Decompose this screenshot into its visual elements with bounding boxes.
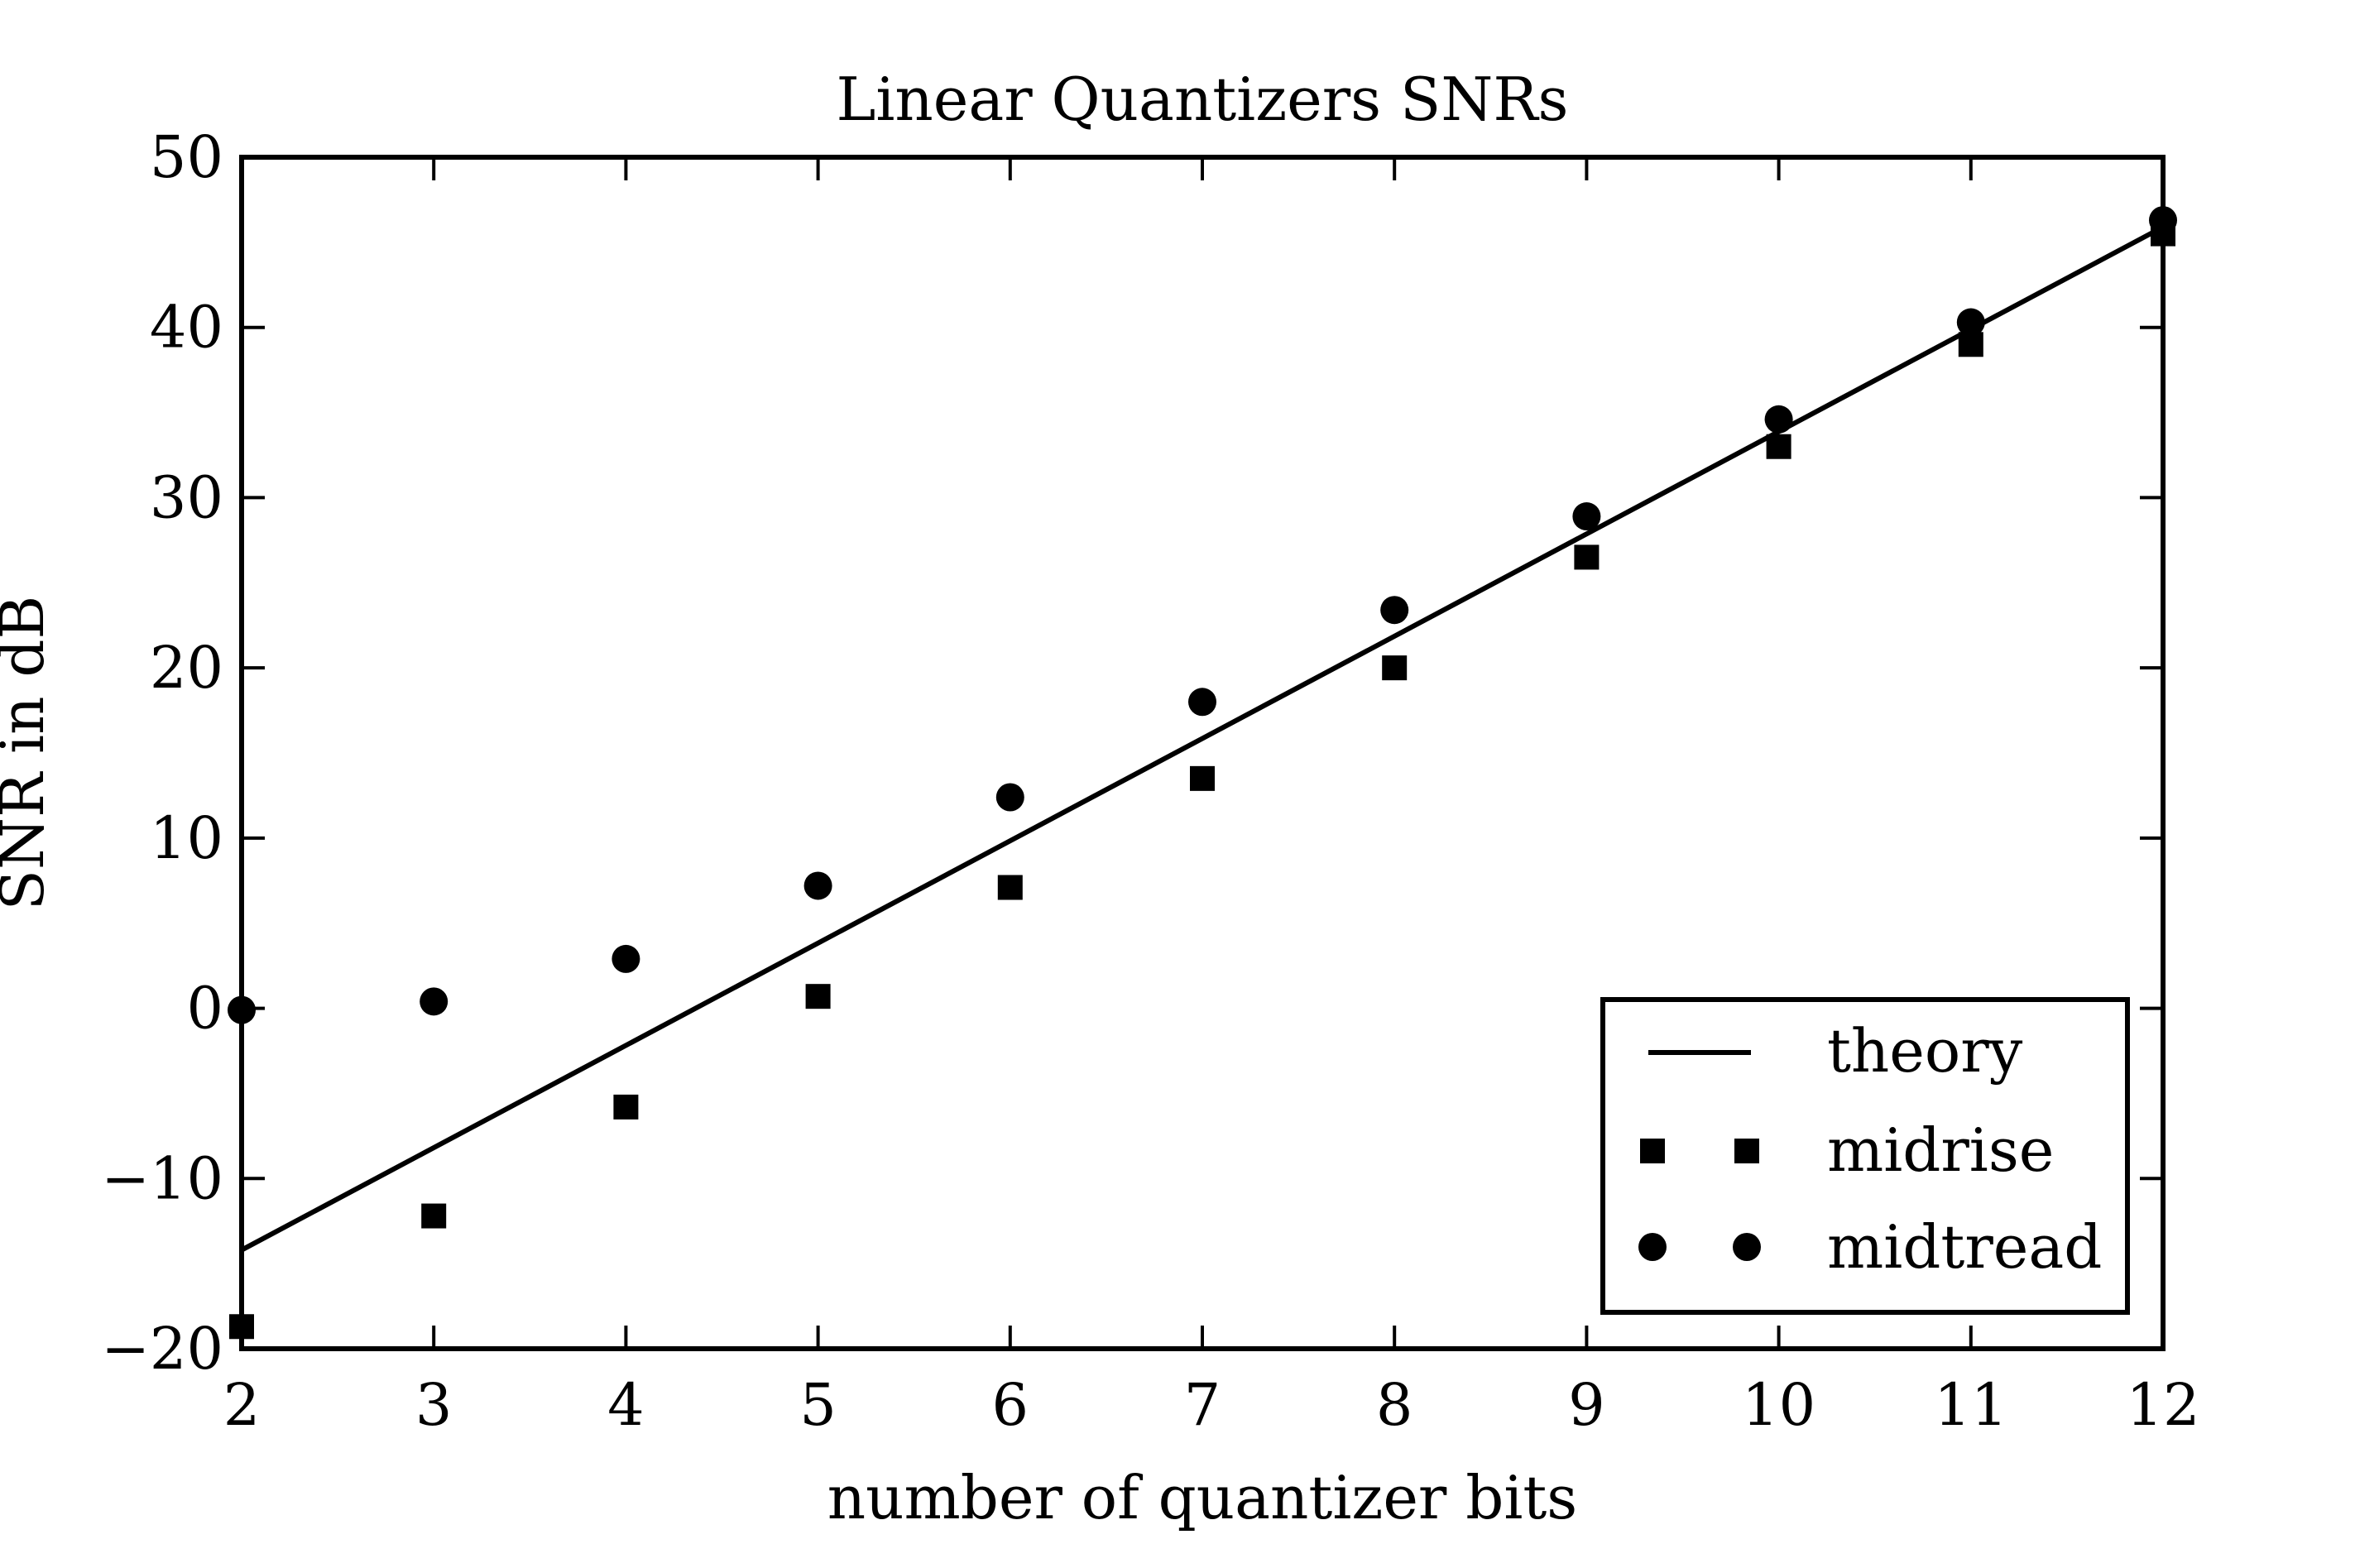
y-tick-label: 50 [150,123,223,191]
y-tick-label: 0 [186,975,223,1043]
legend-midrise-label: midrise [1827,1115,2054,1185]
series-midrise [229,221,2175,1340]
midtread-point [803,871,832,900]
midrise-point [1190,765,1215,791]
x-tick-label: 7 [1184,1371,1221,1439]
y-tick-label: −20 [101,1315,223,1383]
y-tick-label: 30 [150,463,223,531]
x-tick-label: 10 [1742,1371,1815,1439]
legend-midrise-marker-1 [1640,1139,1665,1163]
legend-midtread-marker-1 [1638,1233,1667,1261]
midtread-point [1572,502,1601,531]
x-tick-label: 8 [1376,1371,1413,1439]
plot-frame [239,155,2166,1351]
x-tick-label: 6 [992,1371,1029,1439]
y-axis-label: SNR in dB [0,596,57,911]
midrise-point [613,1094,639,1120]
x-tick-label: 4 [607,1371,645,1439]
midrise-point [1382,655,1408,681]
y-tick-label: −10 [101,1144,223,1212]
x-tick-labels: 2 3 4 5 6 7 8 9 10 11 12 [223,1371,2200,1439]
x-tick-label: 5 [799,1371,837,1439]
midtread-point [612,944,640,973]
legend-midrise-marker-2 [1734,1139,1759,1163]
legend-theory-label: theory [1827,1016,2023,1086]
midtread-point [995,783,1024,812]
midtread-point [1764,405,1793,434]
chart-title: Linear Quantizers SNRs [837,65,1569,134]
series-theory [240,224,2165,1253]
legend-midtread-marker-2 [1733,1233,1761,1261]
midtread-point [1380,596,1409,625]
midtread-point [1188,688,1216,717]
y-tick-label: 40 [150,294,223,362]
x-tick-label: 2 [223,1371,261,1439]
midtread-point [420,987,448,1016]
x-axis-label: number of quantizer bits [827,1463,1577,1532]
theory-line [240,224,2165,1253]
y-tick-label: 10 [150,804,223,872]
legend: theory midrise midtread [1600,997,2130,1315]
x-tick-label: 9 [1568,1371,1605,1439]
midrise-point [805,984,831,1009]
plot-content [228,206,2177,1340]
midrise-point [1574,544,1600,570]
series-midtread [228,206,2177,1024]
midrise-point [997,875,1023,900]
x-tick-label: 11 [1934,1371,2007,1439]
x-tick-label: 3 [415,1371,453,1439]
legend-midtread-label: midtread [1827,1212,2102,1282]
y-tick-labels: −20 −10 0 10 20 30 40 50 [101,123,223,1383]
midtread-point [1956,308,1985,337]
y-tick-label: 20 [150,634,223,702]
midrise-point [421,1203,447,1229]
midrise-point [1766,434,1791,459]
x-tick-label: 12 [2126,1371,2199,1439]
